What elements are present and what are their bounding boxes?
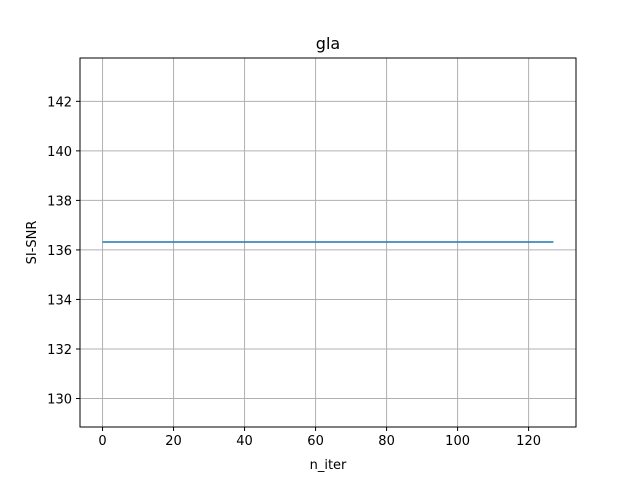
x-tick-label: 40 — [236, 434, 253, 449]
x-tick-label: 120 — [516, 434, 541, 449]
y-tick-label: 130 — [47, 393, 72, 408]
chart-title: gla — [316, 34, 340, 53]
x-axis-label: n_iter — [310, 458, 347, 473]
x-tick-label: 20 — [165, 434, 182, 449]
x-axis: 0 20 40 60 80 100 120 — [98, 427, 541, 449]
plot-frame — [79, 57, 577, 428]
y-tick-label: 140 — [47, 145, 72, 160]
x-tick-label: 0 — [98, 434, 106, 449]
y-tick-label: 142 — [47, 95, 72, 110]
y-tick-label: 134 — [47, 293, 72, 308]
x-tick-label: 60 — [307, 434, 324, 449]
x-tick-label: 80 — [378, 434, 395, 449]
y-axis: 130 132 134 136 138 140 142 — [47, 95, 80, 408]
y-axis-label: SI-SNR — [25, 221, 40, 265]
y-tick-label: 138 — [47, 194, 72, 209]
y-tick-label: 132 — [47, 343, 72, 358]
y-tick-label: 136 — [47, 244, 72, 259]
x-tick-label: 100 — [445, 434, 470, 449]
